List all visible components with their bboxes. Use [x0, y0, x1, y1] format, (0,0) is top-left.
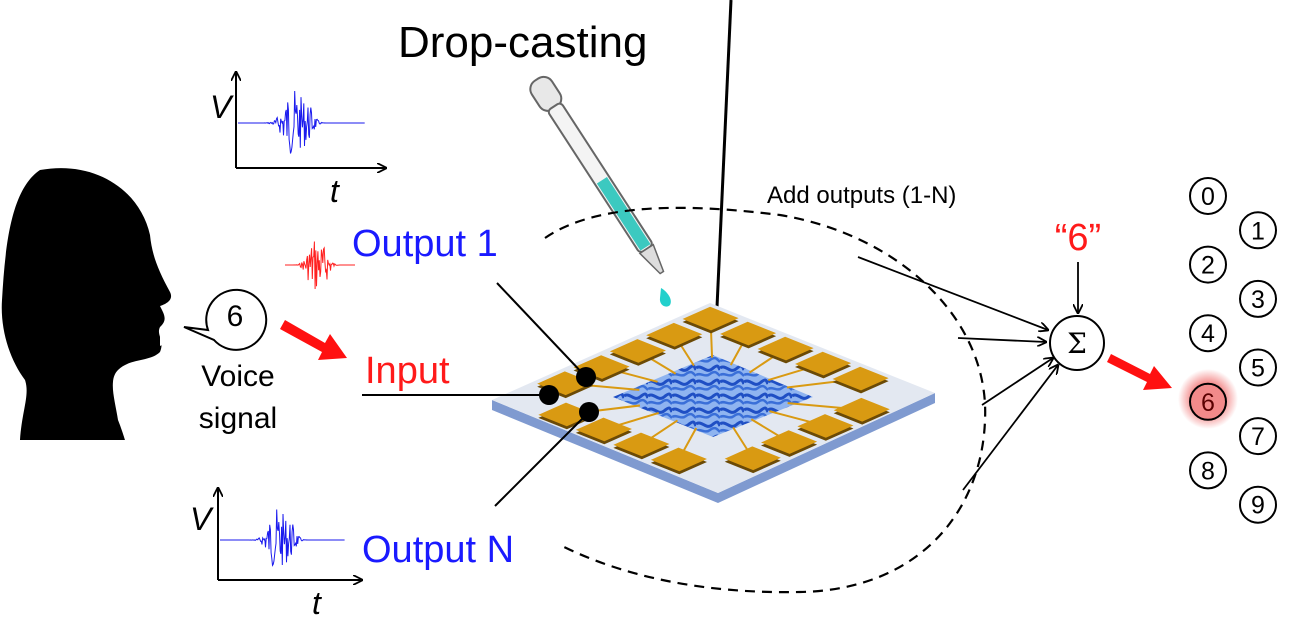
electrode-pad: [609, 339, 666, 363]
electrode-pad: [650, 447, 707, 472]
output-n-leader: [494, 411, 590, 507]
output-voltage-waveform: [220, 509, 345, 567]
digit-label: 5: [1251, 355, 1265, 383]
digit-label: 1: [1251, 217, 1265, 245]
speaker-head-icon: [1, 168, 172, 440]
output-arrow: [957, 338, 1046, 342]
recognized-label: “6”: [1055, 217, 1101, 259]
result-arrow-icon: [1107, 354, 1172, 390]
electrode-pad: [682, 306, 739, 331]
electrode-pad: [761, 430, 818, 454]
input-signal-plot: V t: [210, 72, 386, 209]
digit-class-0: 0: [1189, 177, 1227, 215]
digit-label: 6: [1201, 389, 1215, 417]
add-outputs-label: Add outputs (1-N): [767, 182, 956, 209]
pipette-icon: [529, 75, 665, 275]
electrode-pad: [797, 414, 854, 438]
digit-label: 8: [1201, 457, 1215, 485]
digit-class-8: 8: [1189, 451, 1227, 490]
digit-class-4: 4: [1189, 314, 1227, 353]
droplet-icon: [659, 288, 671, 307]
electrode-pad: [613, 432, 670, 457]
electrode-pad: [795, 351, 852, 376]
speech-bubble: [183, 288, 268, 351]
drop-casting-label: Drop-casting: [398, 18, 647, 67]
output-arrow: [962, 365, 1058, 491]
voice-signal-label-line1: Voice: [201, 360, 274, 393]
output-1-label: Output 1: [352, 223, 498, 265]
digit-class-3: 3: [1239, 279, 1277, 318]
output-n-label: Output N: [362, 529, 514, 571]
digit-label: 4: [1201, 320, 1215, 348]
spoken-digit: 6: [227, 300, 244, 333]
sigma-symbol: Σ: [1067, 327, 1087, 360]
digit-label: 3: [1251, 286, 1265, 314]
digit-class-7: 7: [1239, 417, 1277, 456]
t-axis-label: t: [312, 585, 322, 621]
electrode-pad: [646, 322, 703, 347]
mouth-icon: [160, 328, 167, 346]
output-arrow: [981, 358, 1053, 406]
output-arrow: [857, 256, 1048, 330]
v-axis-label: V: [210, 89, 234, 125]
digit-label: 0: [1201, 183, 1215, 211]
digit-label: 9: [1251, 492, 1265, 520]
digit-label: 2: [1201, 252, 1215, 280]
summation-node: [1049, 315, 1105, 371]
digit-class-6: 6: [1189, 382, 1227, 421]
input-waveform: [285, 241, 355, 290]
chip-device: [492, 303, 935, 503]
input-label: Input: [365, 350, 450, 392]
output-1-leader: [496, 282, 587, 378]
dashed-output-path: [544, 206, 987, 594]
digit-class-9: 9: [1239, 485, 1277, 524]
voice-signal-label-line2: signal: [199, 402, 277, 435]
digit-class-2: 2: [1189, 245, 1227, 284]
t-axis-label: t: [330, 173, 340, 209]
input-arrow-icon: [280, 320, 347, 360]
electrode-pad: [833, 397, 890, 422]
electrode-pad: [720, 321, 777, 346]
electrode-pad: [757, 336, 814, 361]
electrode-pad: [724, 446, 781, 471]
input-voltage-waveform: [238, 90, 365, 154]
electrode-pad: [832, 366, 889, 391]
output-signal-plot: V t: [190, 488, 362, 621]
nanowire-network: [613, 355, 813, 437]
digit-class-5: 5: [1239, 348, 1277, 387]
electrode-pad: [575, 417, 632, 442]
v-axis-label: V: [190, 501, 214, 537]
digit-label: 7: [1251, 423, 1265, 451]
digit-class-1: 1: [1239, 211, 1277, 250]
